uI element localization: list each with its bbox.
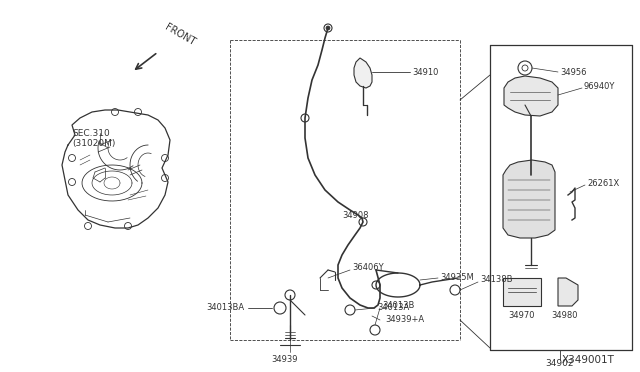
Circle shape [84,222,92,230]
Text: 34013A: 34013A [377,304,409,312]
Circle shape [324,24,332,32]
Text: 34908: 34908 [342,211,369,219]
Text: 26261X: 26261X [587,179,620,187]
Circle shape [450,285,460,295]
Text: FRONT: FRONT [163,22,197,47]
Text: (31020M): (31020M) [72,138,115,148]
Text: 34956: 34956 [560,67,586,77]
Polygon shape [504,76,558,116]
Circle shape [301,114,309,122]
Circle shape [326,26,330,30]
Text: X349001T: X349001T [562,355,615,365]
Bar [503,278,541,306]
Circle shape [134,109,141,115]
Polygon shape [558,278,578,306]
Circle shape [285,290,295,300]
Circle shape [372,281,380,289]
Circle shape [359,218,367,226]
Circle shape [161,154,168,161]
Circle shape [522,65,528,71]
Text: 34939+A: 34939+A [385,315,424,324]
Text: 34935M: 34935M [440,273,474,282]
Circle shape [111,109,118,115]
Text: 34013BA: 34013BA [206,304,244,312]
Circle shape [68,154,76,161]
Text: 34939: 34939 [272,356,298,365]
Text: 36406Y: 36406Y [352,263,383,273]
Circle shape [345,305,355,315]
Text: 34013B: 34013B [382,301,414,311]
Circle shape [518,61,532,75]
Text: 34980: 34980 [552,311,579,320]
Text: SEC.310: SEC.310 [72,128,109,138]
Circle shape [161,174,168,182]
Circle shape [125,222,131,230]
Text: 34910: 34910 [412,67,438,77]
Circle shape [68,179,76,186]
Circle shape [274,302,286,314]
Text: 96940Y: 96940Y [584,81,616,90]
Text: 34970: 34970 [509,311,535,320]
Polygon shape [354,58,372,88]
Text: 34138B: 34138B [480,276,513,285]
Polygon shape [503,160,555,238]
Circle shape [370,325,380,335]
Text: 34902: 34902 [546,359,574,369]
